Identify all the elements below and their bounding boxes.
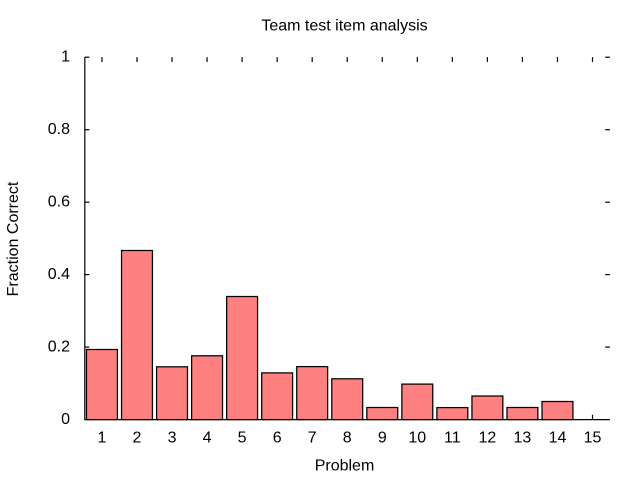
svg-text:12: 12 — [478, 430, 496, 447]
svg-text:Fraction Correct: Fraction Correct — [5, 181, 22, 296]
svg-text:7: 7 — [308, 430, 317, 447]
svg-text:9: 9 — [378, 430, 387, 447]
svg-text:Team test item analysis: Team test item analysis — [261, 17, 427, 34]
svg-text:8: 8 — [343, 430, 352, 447]
svg-text:15: 15 — [584, 430, 602, 447]
svg-text:0: 0 — [61, 411, 70, 428]
svg-text:10: 10 — [408, 430, 426, 447]
svg-text:0.6: 0.6 — [48, 194, 70, 211]
svg-text:1: 1 — [61, 49, 70, 66]
svg-text:2: 2 — [133, 430, 142, 447]
svg-text:0.4: 0.4 — [48, 266, 70, 283]
svg-text:0.8: 0.8 — [48, 121, 70, 138]
svg-text:6: 6 — [273, 430, 282, 447]
svg-text:1: 1 — [97, 430, 106, 447]
svg-text:3: 3 — [168, 430, 177, 447]
svg-text:5: 5 — [238, 430, 247, 447]
svg-text:0.2: 0.2 — [48, 339, 70, 356]
svg-text:4: 4 — [203, 430, 212, 447]
svg-text:13: 13 — [514, 430, 532, 447]
svg-text:14: 14 — [549, 430, 567, 447]
svg-text:11: 11 — [444, 430, 461, 447]
svg-text:Problem: Problem — [315, 458, 375, 475]
